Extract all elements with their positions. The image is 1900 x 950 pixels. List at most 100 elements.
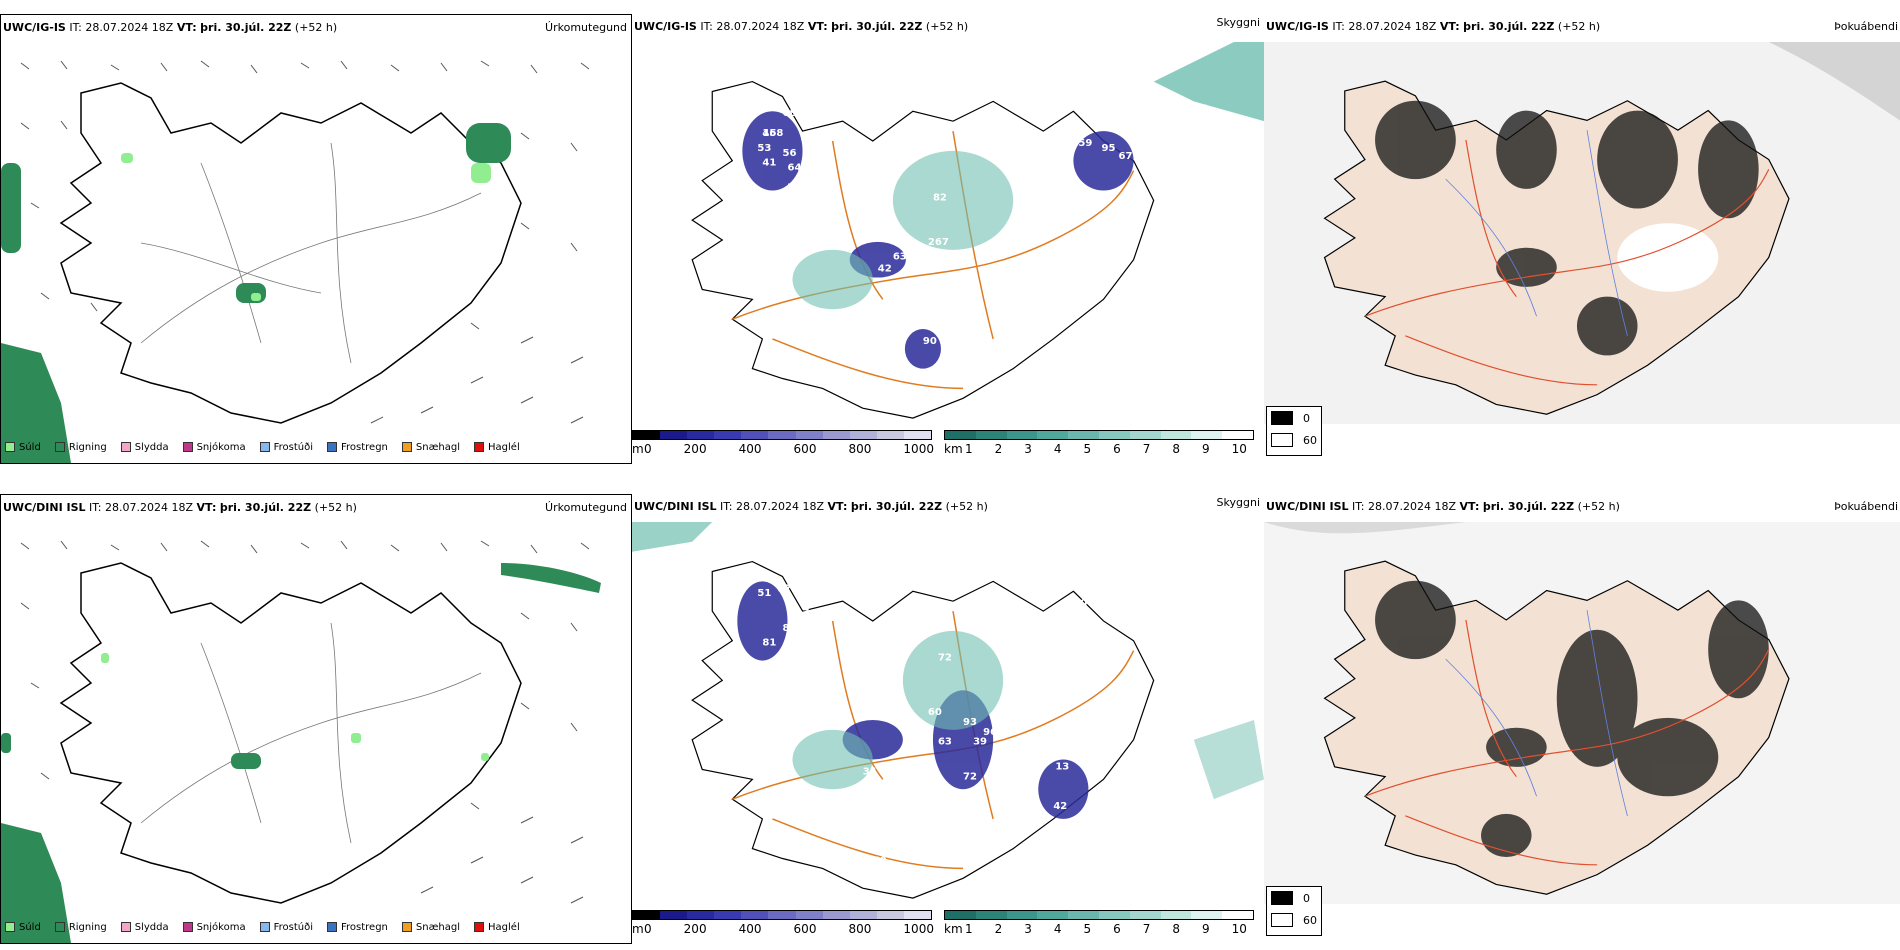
elevation-value-label: 42 — [878, 264, 892, 275]
tick-label: 10 — [1231, 442, 1247, 456]
tick-label: 7 — [1142, 442, 1151, 456]
lead-time: (+52 h) — [1577, 500, 1620, 513]
tick-label: 6 — [1113, 922, 1121, 936]
visibility-tick-labels: 1 2 3 4 5 6 7 8 9 10 — [965, 442, 1247, 456]
cloud-legend-row: 60 — [1271, 913, 1317, 927]
elevation-value-label: 81 — [762, 638, 776, 649]
road-network — [1364, 619, 1770, 866]
legend-label: Rigning — [68, 921, 107, 933]
vt-label: VT: — [1459, 500, 1480, 513]
legend-item: Snæhagl — [401, 922, 460, 933]
elevation-value-label: 90 — [923, 336, 937, 347]
elevation-value-label: 137 — [793, 202, 814, 213]
vt-label: VT: — [176, 21, 197, 34]
precip-legend: Súld Rigning Slydda Snjókoma Frostúði Fr… — [5, 439, 520, 455]
legend-label: Frostregn — [341, 441, 388, 453]
legend-swatch — [182, 442, 193, 452]
tick-label: 800 — [848, 922, 872, 936]
cloud-legend-swatch — [1271, 433, 1293, 447]
tick-label: 3 — [1024, 442, 1032, 456]
elevation-value-label: 59 — [1078, 138, 1092, 149]
elevation-value-label: 82 — [933, 192, 947, 203]
tick-label: 1 — [965, 442, 973, 456]
precip-legend: Súld Rigning Slydda Snjókoma Frostúði Fr… — [5, 919, 520, 935]
elevation-value-label: 35 — [1043, 222, 1057, 233]
legend-swatch — [54, 922, 65, 932]
it-label: IT: — [1332, 20, 1345, 33]
legend-label: Frostregn — [341, 921, 388, 933]
elevation-scale-bar — [632, 910, 932, 920]
elevation-value-label: 57 — [1053, 123, 1067, 134]
vt-value: þri. 30.júl. 22Z — [831, 20, 923, 33]
cloud-legend-label: 0 — [1303, 891, 1310, 905]
model-name: UWC/IG-IS — [3, 21, 66, 34]
lead-time: (+52 h) — [925, 20, 969, 33]
moderate-visibility-areas — [792, 630, 1004, 790]
vt-label: VT: — [827, 500, 848, 513]
elevation-value-label: 64 — [988, 776, 1002, 787]
elevation-value-label: 95 — [1101, 143, 1115, 154]
elevation-value-label: 51 — [757, 588, 771, 599]
it-label: IT: — [89, 501, 102, 514]
elevation-value-label: 83 — [903, 865, 917, 876]
legend-item: Snjókoma — [182, 442, 246, 453]
visibility-tick-labels: 1 2 3 4 5 6 7 8 9 10 — [965, 922, 1247, 936]
elevation-value-label: 72 — [938, 653, 952, 664]
legend-item: Frostúði — [259, 441, 313, 453]
elevation-value-label: 119 — [1026, 277, 1047, 288]
tick-label: 400 — [738, 442, 762, 456]
elevation-value-label: 141 — [1043, 281, 1064, 292]
elevation-value-label: 99 — [913, 321, 927, 332]
drizzle-areas — [101, 653, 489, 761]
river-network — [1445, 610, 1628, 816]
elevation-value-label: 53 — [757, 143, 771, 154]
panel-title: Skyggni — [1216, 496, 1260, 509]
elevation-value-label: 63 — [938, 737, 952, 748]
cloud-legend-label: 60 — [1303, 433, 1317, 447]
elevation-value-label: 74 — [803, 608, 817, 619]
legend-swatch — [54, 442, 65, 452]
legend-swatch — [5, 442, 15, 452]
cloud-map — [1264, 42, 1900, 424]
elevation-value-label: 63 — [893, 252, 907, 263]
tick-label: 0 — [644, 922, 652, 936]
elevation-value-label: 68 — [782, 108, 796, 119]
elevation-value-label: 13 — [1055, 761, 1069, 772]
it-value: 28.07.2024 18Z — [85, 21, 174, 34]
legend-swatch — [327, 442, 337, 452]
elevation-value-label: 106 — [1073, 598, 1094, 609]
cloud-legend-label: 60 — [1303, 913, 1317, 927]
elevation-value-label: 119 — [853, 103, 874, 114]
precip-map — [1, 43, 631, 463]
legend-swatch — [182, 922, 193, 932]
cloud-legend-row: 60 — [1271, 433, 1317, 447]
elevation-value-label: 83 — [782, 623, 796, 634]
clear-area — [1617, 223, 1719, 292]
panel-title: Þokuábendi — [1834, 500, 1898, 513]
legend-item: Frostúði — [259, 922, 313, 933]
visibility-scales: m 0 200 400 600 800 1000 km 1 2 3 4 5 6 7 8 9 10 — [632, 430, 1264, 460]
tick-label: 10 — [1231, 922, 1247, 936]
legend-label: Frostúði — [273, 441, 313, 453]
elevation-value-label: 117 — [1194, 118, 1215, 129]
visibility-panel-row1: UWC/IG-IS IT: 28.07.2024 18Z VT: þri. 30… — [632, 14, 1264, 464]
cloud-legend: 0 60 — [1266, 406, 1322, 456]
drizzle-areas — [121, 153, 491, 301]
elevation-value-label: 72 — [963, 771, 977, 782]
legend-label: Snjókoma — [196, 921, 246, 933]
visibility-unit: km — [944, 442, 963, 456]
panel-header: UWC/IG-IS IT: 28.07.2024 18Z VT: þri. 30… — [632, 16, 1264, 38]
elevation-value-label: 79 — [1103, 222, 1117, 233]
elevation-value-label: 34 — [863, 766, 877, 777]
legend-swatch — [5, 922, 15, 932]
elevation-value-label: 71 — [787, 183, 801, 194]
elevation-value-label: 45 — [913, 761, 927, 772]
cloud-legend: 0 60 — [1266, 886, 1322, 936]
elevation-value-label: 54 — [948, 252, 962, 263]
vt-value: þri. 30.júl. 22Z — [200, 21, 292, 34]
elevation-value-label: 59 — [873, 856, 887, 867]
elevation-value-label: 96 — [983, 727, 997, 738]
visibility-unit: km — [944, 922, 963, 936]
vt-value: þri. 30.júl. 22Z — [1463, 20, 1555, 33]
low-visibility-areas — [742, 111, 1134, 369]
